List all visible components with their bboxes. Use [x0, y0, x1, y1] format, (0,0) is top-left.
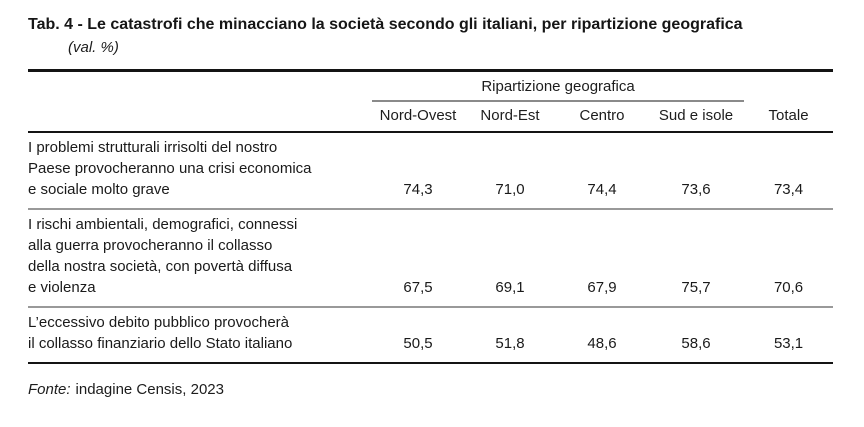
column-header-nord-ovest: Nord-Ovest: [372, 101, 464, 133]
row-2-label-line-4: e violenza: [28, 279, 96, 296]
cell-r3-nord-ovest: 50,5: [403, 335, 433, 352]
cell-r2-sud-e-isole: 75,7: [681, 279, 711, 296]
source-label: Fonte:: [28, 381, 71, 398]
row-3-label: L’eccessivo debito pubblico provocherà i…: [28, 307, 372, 363]
row-2-label-line-2: alla guerra provocheranno il collasso: [28, 237, 273, 254]
source-note: Fonte: indagine Censis, 2023: [28, 381, 836, 398]
cell-r2-nord-ovest: 67,5: [403, 279, 433, 296]
cell-r1-nord-est: 71,0: [495, 181, 525, 198]
cell-r1-totale: 73,4: [773, 181, 804, 198]
table-title: Tab. 4 - Le catastrofi che minacciano la…: [28, 16, 743, 33]
column-header-spacer: [28, 101, 372, 133]
cell-r1-centro: 74,4: [587, 181, 617, 198]
row-1-label-line-1: I problemi strutturali irrisolti del nos…: [28, 139, 278, 156]
document-page: Tab. 4 - Le catastrofi che minacciano la…: [28, 16, 836, 398]
cell-r3-totale: 53,1: [773, 335, 804, 352]
column-header-sud-e-isole: Sud e isole: [648, 101, 745, 133]
table-row-3: L’eccessivo debito pubblico provocherà i…: [28, 307, 834, 363]
column-header-nord-est: Nord-Est: [464, 101, 556, 133]
cell-r3-centro: 48,6: [587, 335, 617, 352]
cell-r3-nord-est: 51,8: [495, 335, 525, 352]
cell-r2-nord-est: 69,1: [495, 279, 525, 296]
row-2-label-line-3: della nostra società, con povertà diffus…: [28, 258, 293, 275]
group-header-spacer-right: [744, 71, 833, 102]
column-header-row: Nord-Ovest Nord-Est Centro Sud e isole T…: [28, 101, 834, 133]
column-group-header: Ripartizione geografica: [372, 70, 745, 102]
row-2-label: I rischi ambientali, demografici, connes…: [28, 209, 372, 307]
row-1-label: I problemi strutturali irrisolti del nos…: [28, 132, 372, 209]
row-3-label-line-2: il collasso finanziario dello Stato ital…: [28, 335, 293, 352]
statistics-table: Ripartizione geografica Nord-Ovest Nord-…: [28, 69, 834, 364]
table-row-1: I problemi strutturali irrisolti del nos…: [28, 132, 834, 209]
cell-r2-totale: 70,6: [773, 279, 804, 296]
column-header-centro: Centro: [556, 101, 648, 133]
row-1-label-line-2: Paese provocheranno una crisi economica: [28, 160, 312, 177]
row-2-label-line-1: I rischi ambientali, demografici, connes…: [28, 216, 298, 233]
group-header-row: Ripartizione geografica: [28, 70, 833, 102]
group-header-spacer-left: [28, 71, 372, 102]
row-1-label-line-3: e sociale molto grave: [28, 181, 170, 198]
source-text: indagine Censis, 2023: [75, 381, 224, 398]
table-subtitle: (val. %): [68, 39, 119, 56]
row-3-label-line-1: L’eccessivo debito pubblico provocherà: [28, 314, 289, 331]
cell-r1-nord-ovest: 74,3: [403, 181, 433, 198]
column-header-totale: Totale: [744, 101, 834, 133]
cell-r1-sud-e-isole: 73,6: [681, 181, 711, 198]
table-row-2: I rischi ambientali, demografici, connes…: [28, 209, 834, 307]
cell-r2-centro: 67,9: [587, 279, 617, 296]
cell-r3-sud-e-isole: 58,6: [681, 335, 711, 352]
